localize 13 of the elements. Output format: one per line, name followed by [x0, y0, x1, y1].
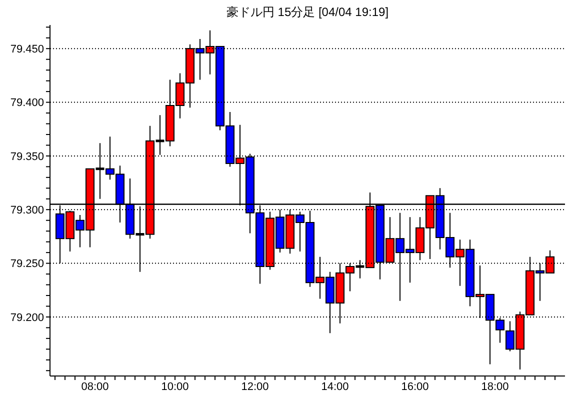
y-tick-label: 79.250 [10, 258, 44, 270]
x-tick-label: 18:00 [481, 380, 509, 393]
x-tick-label: 08:00 [81, 380, 109, 393]
y-tick-label: 79.400 [10, 97, 44, 110]
y-tick-label: 79.450 [10, 44, 44, 56]
y-tick-label: 79.200 [10, 312, 44, 324]
y-tick-label: 79.300 [10, 204, 44, 217]
y-tick-label: 79.350 [10, 150, 44, 163]
chart-title: 豪ドル円 15分足 [04/04 19:19] [225, 4, 390, 21]
x-tick-label: 12:00 [241, 380, 269, 393]
x-tick-label: 16:00 [401, 380, 429, 393]
x-tick-label: 14:00 [321, 380, 349, 393]
x-tick-label: 10:00 [161, 380, 189, 393]
